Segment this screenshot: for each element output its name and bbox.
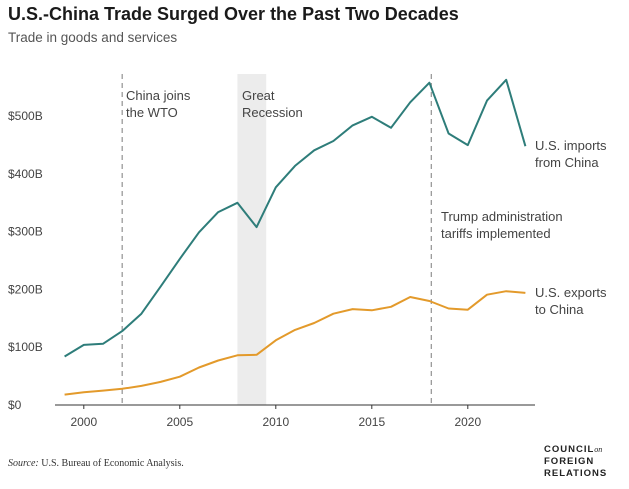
chart-title: U.S.-China Trade Surged Over the Past Tw…	[8, 4, 459, 24]
annotation-label: the WTO	[126, 105, 178, 120]
series-label-imports: U.S. imports	[535, 138, 607, 153]
x-tick-label: 2010	[262, 415, 289, 429]
logo-on: on	[594, 445, 603, 454]
x-tick-label: 2020	[454, 415, 481, 429]
cfr-logo: COUNCILon FOREIGN RELATIONS	[544, 444, 607, 480]
recession-band	[237, 74, 267, 405]
annotation-label: tariffs implemented	[441, 226, 551, 241]
series-label-exports: U.S. exports	[535, 285, 607, 300]
annotation-label: Great	[242, 88, 275, 103]
source-label: Source:	[8, 458, 39, 469]
annotation-label: Recession	[242, 105, 303, 120]
logo-line3: RELATIONS	[544, 468, 608, 479]
annotation-label: China joins	[126, 88, 191, 103]
chart-subtitle: Trade in goods and services	[8, 30, 178, 45]
y-tick-label: $300B	[8, 225, 43, 239]
series-label-imports: from China	[535, 155, 599, 170]
x-tick-label: 2015	[358, 415, 385, 429]
logo-line2: FOREIGN	[544, 456, 595, 467]
annotation-label: Trump administration	[441, 209, 563, 224]
y-tick-label: $100B	[8, 340, 43, 354]
x-tick-label: 2000	[70, 415, 97, 429]
y-tick-label: $400B	[8, 167, 43, 181]
series-line-exports	[64, 290, 526, 396]
y-tick-label: $0	[8, 398, 22, 412]
y-tick-label: $500B	[8, 109, 43, 123]
source-text: U.S. Bureau of Economic Analysis.	[38, 458, 184, 469]
logo-line1: COUNCIL	[544, 444, 595, 455]
x-tick-label: 2005	[166, 415, 193, 429]
source-note: Source: U.S. Bureau of Economic Analysis…	[8, 458, 184, 469]
series-label-exports: to China	[535, 302, 584, 317]
y-tick-label: $200B	[8, 282, 43, 296]
